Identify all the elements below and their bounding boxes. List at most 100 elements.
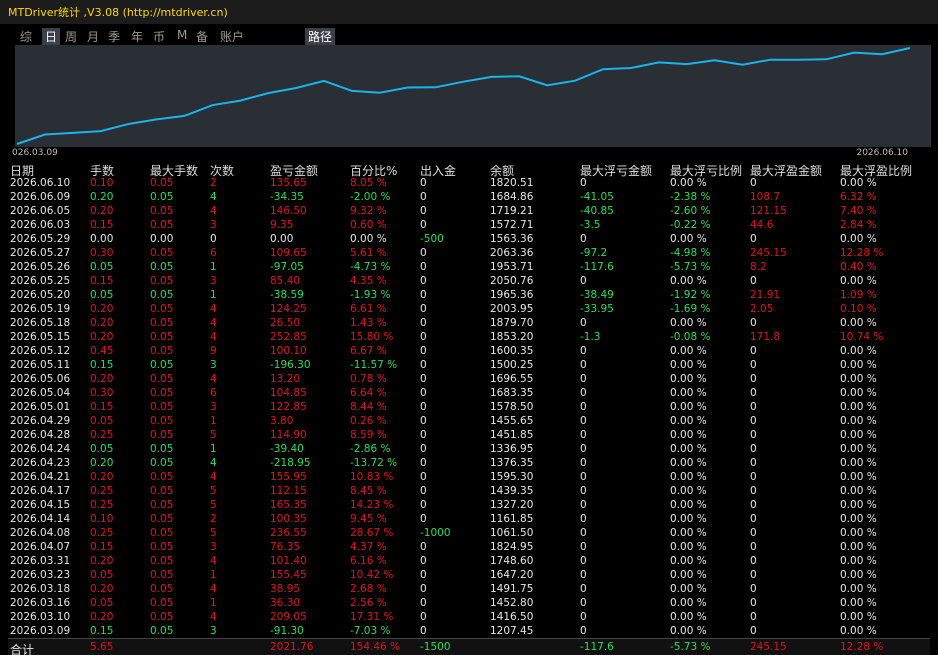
table-cell: 4 [210,331,217,343]
table-cell: 4 [210,611,217,623]
table-cell: 0 [750,513,757,525]
table-cell: 0.10 [90,177,114,189]
table-cell: 0.20 [90,303,114,315]
table-cell: 0.00 % [670,233,707,245]
tab[interactable]: 年 [131,30,144,44]
table-cell: -38.59 [270,289,304,301]
table-cell: 112.15 [270,485,307,497]
path-tab[interactable]: 路径 [305,28,336,45]
table-cell: 0 [420,373,427,385]
table-cell: 1.09 % [840,289,877,301]
table-cell: 0.26 % [350,415,387,427]
table-cell: 2026.05.15 [10,331,71,343]
table-cell: -117.6 [580,261,614,273]
total-cell: 5.65 [90,641,114,653]
table-cell: 0.05 [90,443,114,455]
table-cell: 6.16 % [350,555,387,567]
table-cell: 0 [750,443,757,455]
table-cell: 2026.03.10 [10,611,71,623]
table-cell: -0.22 % [670,219,711,231]
table-cell: 3 [210,275,217,287]
table-cell: 4.37 % [350,541,387,553]
tab[interactable]: 季 [108,30,121,44]
table-cell: 0.00 % [840,471,877,483]
table-cell: 6 [210,387,217,399]
table-cell: 2026.06.03 [10,219,71,231]
table-cell: 0 [420,359,427,371]
table-cell: 1452.80 [490,597,534,609]
table-cell: 0.05 [150,569,174,581]
table-cell: 2026.04.07 [10,541,71,553]
table-cell: 0 [420,205,427,217]
table-cell: 2026.03.23 [10,569,71,581]
table-cell: 0.05 [150,429,174,441]
table-cell: 0.00 % [670,373,707,385]
table-cell: -3.5 [580,219,601,231]
table-cell: 12.28 % [840,247,884,259]
table-cell: 0 [580,499,587,511]
table-cell: 0.05 [150,415,174,427]
table-cell: 0 [420,499,427,511]
stats-table: 日期 手数 最大手数 次数 盈亏金额 百分比% 出入金 余额 最大浮亏金额 最大浮亏比例 最大浮盈金… [0,160,938,655]
table-cell: 0 [750,275,757,287]
tab[interactable]: 账户 [220,30,245,44]
table-cell: 2026.05.18 [10,317,71,329]
table-cell: -2.60 % [670,205,711,217]
table-cell: 28.67 % [350,527,394,539]
table-cell: 4 [210,205,217,217]
table-cell: 0.00 % [840,569,877,581]
table-cell: 5 [210,485,217,497]
table-cell: 3 [210,541,217,553]
table-cell: 4 [210,583,217,595]
table-cell: 0.00 % [840,513,877,525]
table-cell: 0.20 [90,331,114,343]
table-cell: 9.35 [270,219,294,231]
equity-line [16,47,911,145]
table-cell: 4 [210,317,217,329]
table-cell: 0.00 % [840,359,877,371]
table-cell: 114.90 [270,429,307,441]
table-cell: 0.45 [90,345,114,357]
total-row-bg [8,639,930,655]
table-cell: 0.00 % [670,345,707,357]
tab[interactable]: 币 [153,30,166,44]
table-cell: 2026.06.05 [10,205,71,217]
table-cell: -196.30 [270,359,311,371]
table-cell: 0.00 % [840,415,877,427]
table-cell: 1 [210,569,217,581]
table-cell: 2026.05.01 [10,401,71,413]
table-cell: -4.73 % [350,261,391,273]
table-cell: 2 [210,177,217,189]
table-cell: 0.05 [150,247,174,259]
table-cell: 0.05 [150,583,174,595]
table-cell: 0 [750,485,757,497]
table-cell: 0.00 % [840,541,877,553]
tab[interactable]: 周 [65,30,78,44]
tab[interactable]: 月 [87,30,100,44]
table-cell: 236.55 [270,527,307,539]
table-cell: 2026.05.27 [10,247,71,259]
table-cell: 0.20 [90,457,114,469]
table-cell: 2050.76 [490,275,534,287]
table-cell: 9.45 % [350,513,387,525]
table-cell: 0.00 % [840,555,877,567]
table-cell: 0.05 [150,499,174,511]
table-cell: 6 [210,247,217,259]
table-cell: 5 [210,527,217,539]
table-cell: 108.7 [750,191,781,203]
table-cell: 1327.20 [490,499,534,511]
table-cell: 0 [420,541,427,553]
table-cell: 9 [210,345,217,357]
table-cell: 85.40 [270,275,301,287]
table-cell: 6.61 % [350,303,387,315]
tab[interactable]: M [177,28,188,42]
table-cell: 0.00 % [670,485,707,497]
table-cell: 0.00 % [670,597,707,609]
tab[interactable]: 日 [42,28,61,45]
tab[interactable]: 综 [20,30,33,44]
table-cell: 0.00 % [670,555,707,567]
table-cell: 0 [580,583,587,595]
table-cell: 0.00 % [670,387,707,399]
table-cell: 2026.06.10 [10,177,71,189]
tab[interactable]: 备 [196,30,209,44]
